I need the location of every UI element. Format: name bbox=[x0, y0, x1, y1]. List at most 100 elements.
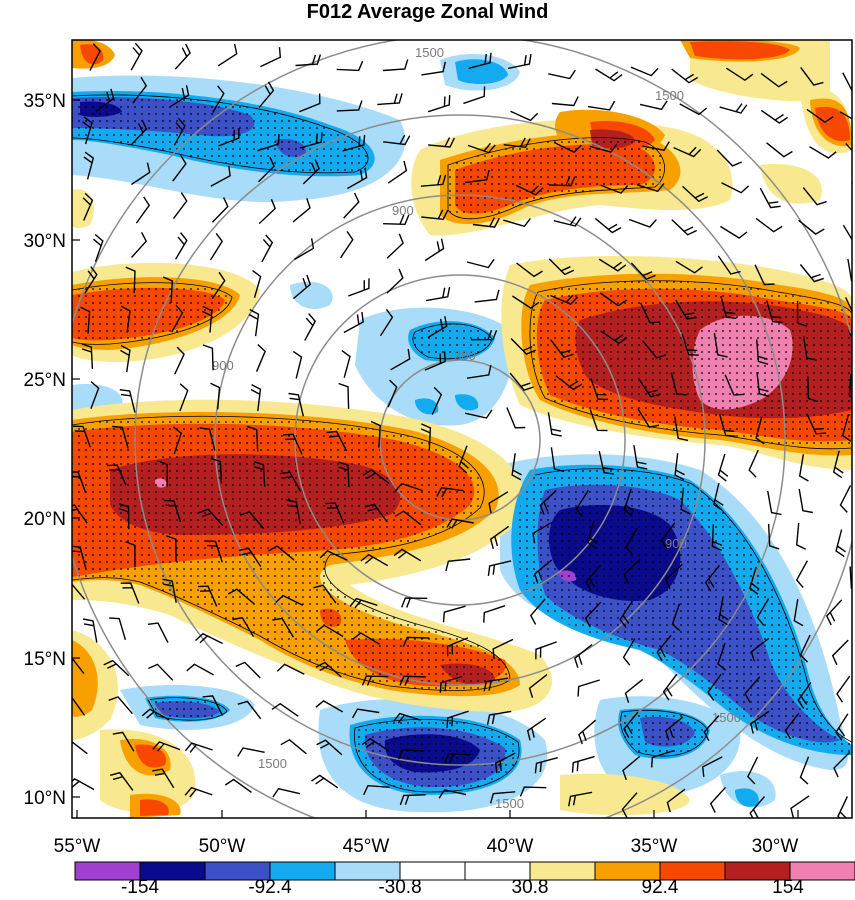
wind-barb bbox=[795, 522, 807, 550]
wind-barb bbox=[255, 343, 266, 372]
wind-barb bbox=[577, 679, 600, 697]
wind-barb bbox=[507, 53, 532, 70]
wind-barb bbox=[664, 716, 684, 741]
wind-barb bbox=[799, 756, 810, 785]
wind-barb bbox=[257, 134, 280, 152]
ring-label-900-left: 900 bbox=[212, 358, 234, 373]
wind-barb bbox=[338, 382, 350, 409]
wind-barb bbox=[463, 86, 486, 105]
wind-barb bbox=[218, 128, 240, 147]
wind-barb bbox=[103, 659, 130, 677]
wind-barb bbox=[747, 756, 759, 785]
wind-barb bbox=[636, 182, 665, 193]
colorbar-label-0: -154 bbox=[121, 877, 159, 898]
wind-barb bbox=[260, 47, 282, 68]
wind-barb bbox=[349, 597, 378, 609]
wind-barb bbox=[72, 545, 87, 569]
wind-barb bbox=[420, 423, 432, 450]
wind-barb bbox=[166, 535, 177, 562]
colorbar-label-5: 154 bbox=[772, 877, 804, 898]
wind-barb bbox=[252, 270, 262, 298]
wind-barb bbox=[624, 678, 644, 703]
wind-barb bbox=[494, 752, 516, 774]
wind-barb bbox=[573, 644, 593, 669]
wind-barb bbox=[806, 108, 834, 124]
wind-barb bbox=[547, 412, 562, 437]
wind-barb bbox=[169, 85, 190, 108]
wind-barb bbox=[622, 638, 636, 666]
wind-barb bbox=[767, 490, 782, 516]
wind-barb bbox=[338, 461, 350, 488]
wind-barb bbox=[446, 710, 469, 729]
wind-barb bbox=[709, 786, 727, 813]
ring-label-1500-bottomright: 1500 bbox=[712, 710, 741, 725]
wind-barbs bbox=[72, 42, 852, 818]
wind-barb bbox=[651, 750, 674, 768]
wind-barb bbox=[798, 454, 809, 482]
wind-barb bbox=[258, 199, 277, 225]
wind-barb bbox=[841, 414, 852, 442]
wind-barb bbox=[671, 603, 681, 632]
wind-barb bbox=[807, 376, 819, 403]
wind-barb bbox=[351, 708, 380, 719]
wind-barb bbox=[595, 68, 623, 82]
wind-barb bbox=[487, 560, 512, 576]
wind-barb bbox=[589, 409, 608, 432]
wind-barb bbox=[623, 488, 635, 517]
wind-barb bbox=[258, 81, 275, 108]
wind-barb bbox=[184, 786, 213, 798]
wind-barb bbox=[466, 364, 492, 379]
wind-barb bbox=[202, 344, 214, 371]
wind-barb bbox=[754, 264, 775, 286]
wind-barb bbox=[209, 232, 224, 261]
wind-barb bbox=[363, 784, 390, 796]
wind-barb bbox=[397, 749, 425, 760]
wind-barb bbox=[258, 156, 275, 183]
wind-barb bbox=[439, 675, 463, 693]
wind-barb bbox=[516, 262, 543, 278]
wind-barb bbox=[509, 372, 534, 392]
wind-barb bbox=[760, 72, 788, 88]
wind-barb bbox=[724, 374, 744, 396]
wind-barb bbox=[362, 469, 390, 484]
wind-barb bbox=[135, 196, 151, 224]
wind-barb bbox=[671, 68, 698, 84]
wind-barb bbox=[535, 641, 557, 660]
lat-label-15n: 15°N bbox=[24, 649, 66, 670]
wind-barb bbox=[393, 712, 421, 724]
wind-barb bbox=[510, 338, 536, 356]
wind-barb bbox=[237, 700, 262, 720]
wind-barb bbox=[589, 143, 618, 153]
wind-barb bbox=[120, 305, 131, 333]
wind-barb bbox=[152, 768, 175, 789]
wind-barb bbox=[162, 276, 174, 304]
wind-barb bbox=[210, 165, 231, 187]
lat-labels: 35°N 30°N 25°N 20°N 15°N 10°N bbox=[24, 91, 66, 809]
wind-barb bbox=[578, 719, 597, 745]
wind-barb bbox=[795, 560, 809, 589]
wind-barb bbox=[340, 230, 354, 259]
wind-barb bbox=[436, 486, 464, 498]
wind-barb bbox=[637, 408, 660, 428]
wind-barb bbox=[720, 295, 737, 319]
wind-barb bbox=[539, 489, 557, 515]
wind-barb bbox=[232, 617, 255, 638]
wind-barb bbox=[246, 425, 259, 452]
wind-barb bbox=[383, 214, 410, 226]
wind-barb bbox=[555, 375, 583, 391]
wind-barb bbox=[343, 192, 360, 219]
wind-barb bbox=[82, 192, 94, 221]
wind-barb bbox=[132, 76, 148, 104]
ring-label-1500-top: 1500 bbox=[415, 45, 444, 60]
wind-barb bbox=[276, 663, 305, 675]
wind-barb bbox=[211, 197, 229, 223]
wind-barb bbox=[503, 137, 531, 149]
wind-barb bbox=[109, 617, 127, 640]
wind-barb bbox=[112, 731, 135, 752]
wind-barb bbox=[674, 416, 689, 442]
wind-barb bbox=[387, 160, 408, 184]
wind-barb bbox=[673, 146, 702, 158]
range-ring-1200 bbox=[134, 114, 786, 766]
wind-barb bbox=[707, 673, 722, 701]
wind-barb bbox=[623, 711, 639, 739]
